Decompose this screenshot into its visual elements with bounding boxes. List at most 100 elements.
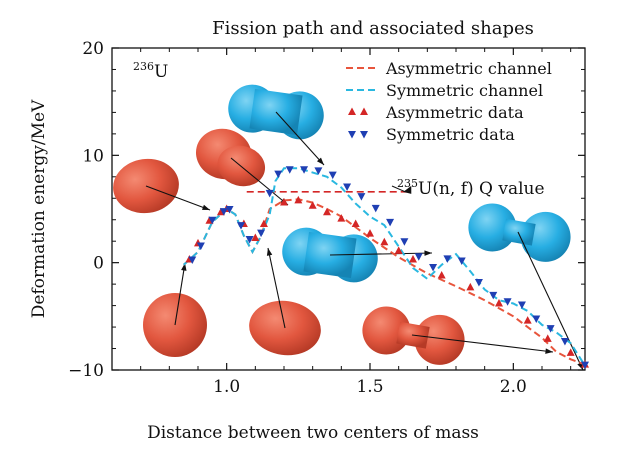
shape-leader-line xyxy=(145,185,211,211)
q-value-arrowhead xyxy=(403,185,412,194)
data-point-symmetric-data xyxy=(274,170,283,179)
legend: Asymmetric channel Symmetric channel Asymm… xyxy=(346,59,552,144)
data-point-asymmetric-data xyxy=(259,219,268,228)
shape-leader-line xyxy=(411,334,554,353)
data-point-symmetric-data xyxy=(546,325,555,333)
data-point-symmetric-data xyxy=(237,222,245,230)
data-point-symmetric-data xyxy=(503,298,512,306)
nucleus-symbol: U xyxy=(154,62,168,82)
legend-swatch-marker xyxy=(360,131,368,139)
q-value-leader xyxy=(391,185,406,193)
shape-group xyxy=(228,84,325,166)
shape-group xyxy=(195,128,289,206)
data-point-asymmetric-data xyxy=(337,214,346,222)
data-point-symmetric-data xyxy=(328,171,337,180)
data-point-symmetric-data xyxy=(357,193,366,201)
data-point-symmetric-data xyxy=(314,167,323,175)
shape-leader-line xyxy=(517,231,584,371)
data-point-asymmetric-data xyxy=(351,219,360,228)
data-point-symmetric-data xyxy=(474,278,483,287)
q-value-mass-number: 235 xyxy=(397,177,418,190)
shape-arrowhead xyxy=(266,248,273,256)
data-point-asymmetric-data xyxy=(294,195,303,204)
shape-leader-line xyxy=(275,111,325,166)
x-tick-label: 1.5 xyxy=(356,377,383,397)
x-axis-label: Distance between two centers of mass xyxy=(147,423,479,443)
data-point-asymmetric-data xyxy=(566,348,575,356)
data-point-asymmetric-data xyxy=(394,246,403,254)
shape-group xyxy=(468,203,584,371)
y-axis-label: Deformation energy/MeV xyxy=(29,99,49,318)
legend-label: Symmetric channel xyxy=(386,81,543,100)
data-point-asymmetric-data xyxy=(437,271,446,279)
data-point-asymmetric-data xyxy=(466,282,475,291)
legend-swatch-marker xyxy=(360,107,368,115)
data-point-symmetric-data xyxy=(265,189,274,198)
y-tick-label: 10 xyxy=(82,146,104,166)
data-point-symmetric-data xyxy=(257,229,266,238)
data-point-symmetric-data xyxy=(443,255,452,263)
data-point-asymmetric-data xyxy=(409,254,417,263)
axis-ticks: 1.0 1.5 2.0 −10 0 10 20 xyxy=(68,39,585,397)
data-point-asymmetric-data xyxy=(308,201,317,209)
data-point-symmetric-data xyxy=(560,338,569,346)
data-point-symmetric-data xyxy=(285,166,294,174)
data-point-symmetric-data xyxy=(532,315,541,323)
data-point-asymmetric-data xyxy=(280,198,288,206)
data-point-asymmetric-data xyxy=(380,237,389,246)
q-value-label: 235U(n, f) Q value xyxy=(397,177,545,199)
y-tick-label: 0 xyxy=(93,254,104,274)
shape-group xyxy=(113,158,211,214)
nucleus-shape xyxy=(468,203,571,262)
shape-group xyxy=(143,262,207,357)
plot-frame xyxy=(111,47,586,371)
shape-leader-line xyxy=(174,262,186,326)
data-point-symmetric-data xyxy=(196,242,205,250)
data-point-symmetric-data xyxy=(343,183,352,191)
y-tick-label: 20 xyxy=(82,39,104,59)
legend-label: Asymmetric data xyxy=(385,103,524,122)
shape-leader-line xyxy=(267,247,286,329)
legend-swatch-marker xyxy=(348,131,356,139)
shape-arrowhead xyxy=(316,157,324,165)
legend-swatch-marker xyxy=(348,107,356,115)
data-point-symmetric-data xyxy=(188,256,197,264)
shape-group xyxy=(249,247,321,356)
nucleus-shape xyxy=(362,306,465,365)
nucleus-shapes xyxy=(113,84,584,371)
data-point-symmetric-data xyxy=(489,291,498,300)
series-line-symmetric-channel xyxy=(183,167,586,367)
data-point-symmetric-data xyxy=(517,301,526,310)
data-point-symmetric-data xyxy=(429,263,438,272)
nucleus-label: 236U xyxy=(133,60,168,82)
data-point-asymmetric-data xyxy=(543,334,552,342)
shape-arrowhead xyxy=(202,204,210,210)
nucleus-neck xyxy=(502,218,536,246)
data-point-symmetric-data xyxy=(225,206,234,214)
data-point-symmetric-data xyxy=(386,218,395,227)
shape-arrowhead xyxy=(545,348,553,354)
data-point-symmetric-data xyxy=(414,253,423,261)
data-point-asymmetric-data xyxy=(523,316,532,324)
data-point-symmetric-data xyxy=(300,166,309,174)
data-point-symmetric-data xyxy=(245,236,254,244)
data-point-asymmetric-data xyxy=(251,233,260,241)
shape-arrowhead xyxy=(424,250,432,256)
q-value-text: U(n, f) Q value xyxy=(418,179,545,199)
shape-group xyxy=(362,306,554,365)
legend-label: Symmetric data xyxy=(386,125,515,144)
shape-arrowhead xyxy=(181,263,187,271)
data-point-asymmetric-data xyxy=(495,298,503,307)
x-tick-label: 2.0 xyxy=(500,377,527,397)
data-point-symmetric-data xyxy=(219,208,228,216)
shape-leader-line xyxy=(230,157,289,206)
shape-group xyxy=(282,227,433,283)
data-point-symmetric-data xyxy=(208,216,217,225)
data-point-symmetric-data xyxy=(400,238,409,246)
y-tick-label: −10 xyxy=(68,361,104,381)
chart-title: Fission path and associated shapes xyxy=(212,18,534,39)
data-point-symmetric-data xyxy=(457,257,466,266)
nucleus-mass-number: 236 xyxy=(133,60,154,73)
x-tick-label: 1.0 xyxy=(213,377,240,397)
